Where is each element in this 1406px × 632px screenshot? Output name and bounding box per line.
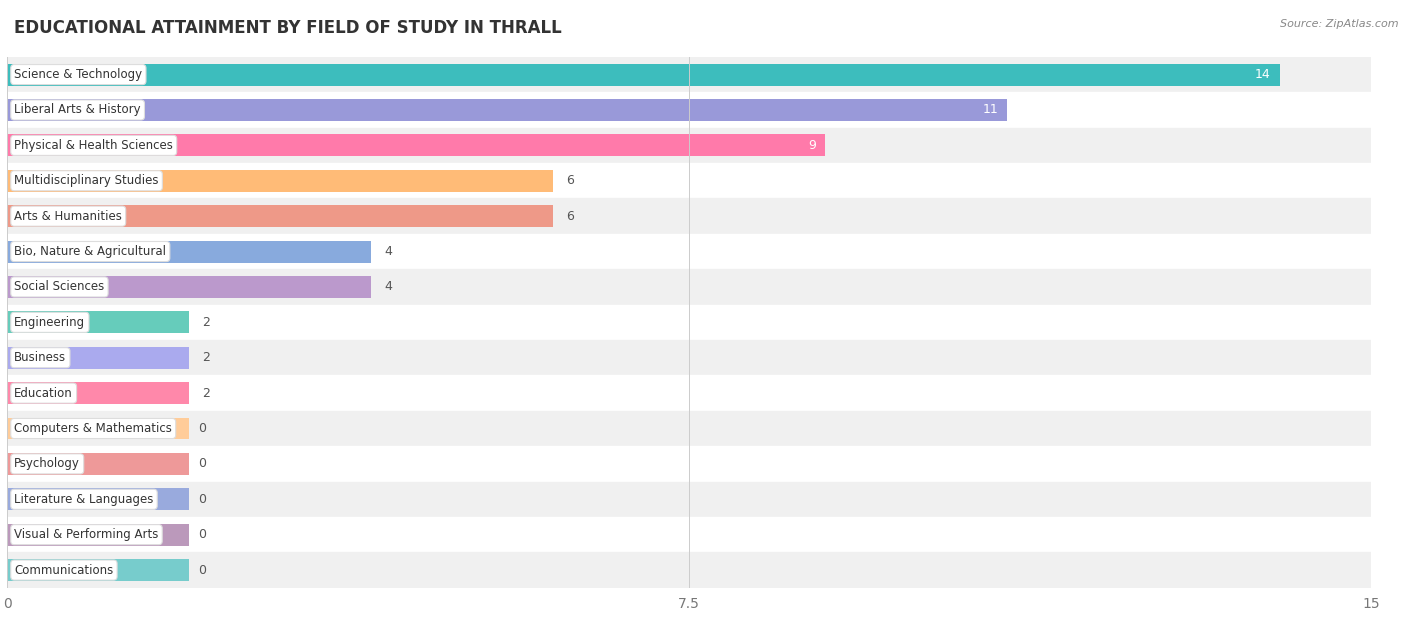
Bar [7, 453, 188, 475]
Text: Science & Technology: Science & Technology [14, 68, 142, 81]
Bar [7, 163, 1371, 198]
Text: 9: 9 [808, 139, 817, 152]
Bar [7, 305, 1371, 340]
Bar [7, 92, 1371, 128]
Text: Physical & Health Sciences: Physical & Health Sciences [14, 139, 173, 152]
Bar [7, 418, 188, 439]
Text: Multidisciplinary Studies: Multidisciplinary Studies [14, 174, 159, 187]
Bar [7, 99, 1007, 121]
Bar [7, 205, 553, 227]
Bar [7, 489, 188, 510]
Bar [7, 382, 188, 404]
Text: Visual & Performing Arts: Visual & Performing Arts [14, 528, 159, 541]
Text: Education: Education [14, 387, 73, 399]
Bar [7, 411, 1371, 446]
Bar [7, 170, 553, 191]
Text: Psychology: Psychology [14, 458, 80, 470]
Text: Engineering: Engineering [14, 316, 86, 329]
Bar [7, 312, 188, 333]
Text: 2: 2 [202, 387, 211, 399]
Bar [7, 559, 188, 581]
Text: 14: 14 [1256, 68, 1271, 81]
Text: Literature & Languages: Literature & Languages [14, 493, 153, 506]
Bar [7, 482, 1371, 517]
Text: 6: 6 [567, 210, 574, 222]
Bar [7, 128, 1371, 163]
Text: Liberal Arts & History: Liberal Arts & History [14, 104, 141, 116]
Bar [7, 375, 1371, 411]
Text: 6: 6 [567, 174, 574, 187]
Bar [7, 241, 371, 262]
Text: Business: Business [14, 351, 66, 364]
Text: 0: 0 [198, 458, 205, 470]
Text: 0: 0 [198, 528, 205, 541]
Bar [7, 234, 1371, 269]
Bar [7, 340, 1371, 375]
Text: 0: 0 [198, 564, 205, 576]
Bar [7, 446, 1371, 482]
Text: 11: 11 [983, 104, 998, 116]
Text: 2: 2 [202, 351, 211, 364]
Text: Arts & Humanities: Arts & Humanities [14, 210, 122, 222]
Bar [7, 347, 188, 368]
Text: 4: 4 [384, 281, 392, 293]
Text: EDUCATIONAL ATTAINMENT BY FIELD OF STUDY IN THRALL: EDUCATIONAL ATTAINMENT BY FIELD OF STUDY… [14, 19, 562, 37]
Bar [7, 64, 1279, 85]
Bar [7, 57, 1371, 92]
Text: 2: 2 [202, 316, 211, 329]
Bar [7, 198, 1371, 234]
Text: Source: ZipAtlas.com: Source: ZipAtlas.com [1281, 19, 1399, 29]
Bar [7, 524, 188, 545]
Text: Computers & Mathematics: Computers & Mathematics [14, 422, 172, 435]
Text: 0: 0 [198, 493, 205, 506]
Text: Social Sciences: Social Sciences [14, 281, 104, 293]
Text: 0: 0 [198, 422, 205, 435]
Text: Communications: Communications [14, 564, 114, 576]
Bar [7, 517, 1371, 552]
Bar [7, 269, 1371, 305]
Bar [7, 135, 825, 156]
Bar [7, 552, 1371, 588]
Bar [7, 276, 371, 298]
Text: 4: 4 [384, 245, 392, 258]
Text: Bio, Nature & Agricultural: Bio, Nature & Agricultural [14, 245, 166, 258]
